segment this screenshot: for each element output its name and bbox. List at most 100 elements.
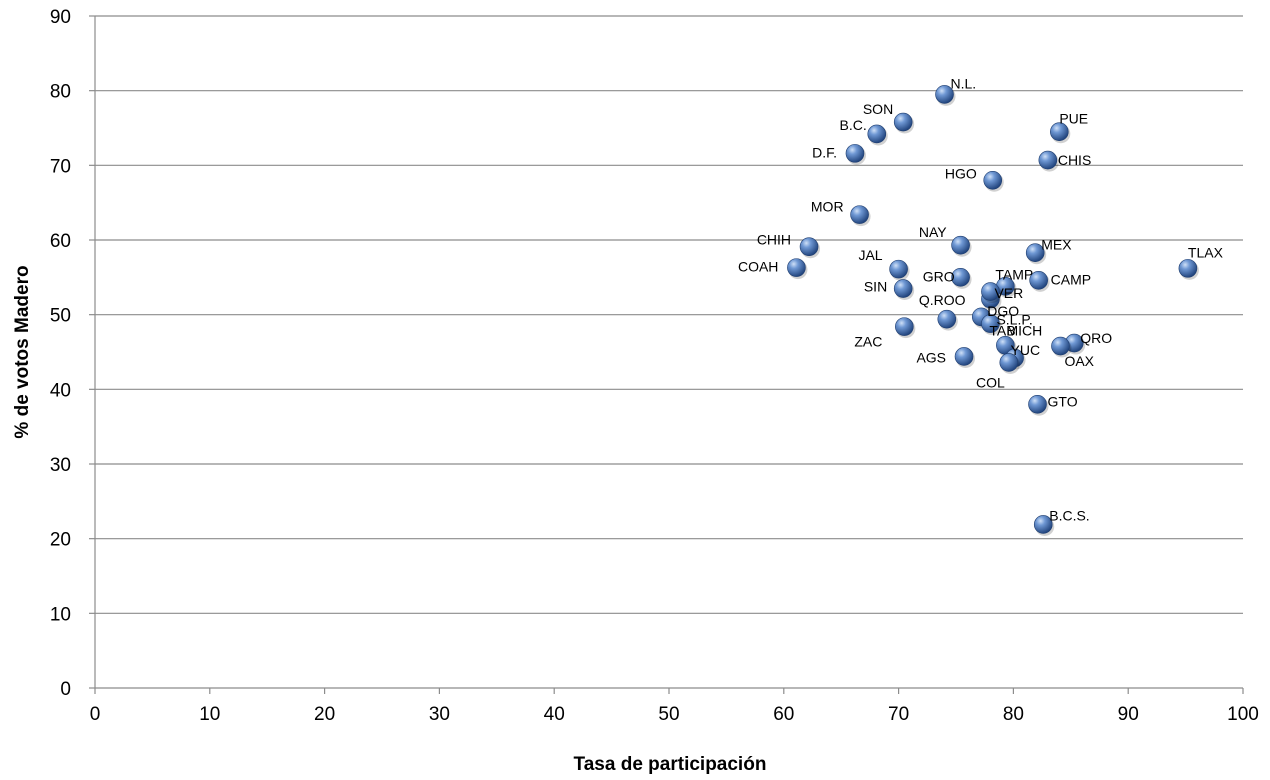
point-marker — [1025, 243, 1045, 262]
point-label-camp: CAMP — [1051, 271, 1091, 287]
data-point-coah — [787, 258, 808, 280]
gridlines — [95, 15, 1243, 614]
point-marker — [799, 237, 819, 257]
data-point-slp — [981, 282, 1002, 304]
data-point-hgo — [983, 170, 1004, 192]
x-tick-label-50: 50 — [658, 704, 679, 725]
y-tick-label-90: 90 — [50, 7, 71, 28]
data-point-gro — [951, 268, 972, 289]
point-marker — [999, 353, 1019, 372]
x-tick-label-90: 90 — [1118, 704, 1139, 725]
point-marker — [893, 279, 913, 298]
data-point-pue — [1050, 122, 1071, 144]
point-label-gto: GTO — [1048, 393, 1078, 409]
data-point-camp — [1029, 271, 1050, 292]
point-label-df: D.F. — [812, 144, 837, 160]
data-point-jal — [889, 259, 910, 281]
point-marker — [1028, 394, 1047, 414]
data-point-qro — [1064, 333, 1086, 355]
point-marker — [893, 112, 913, 132]
point-marker — [845, 144, 865, 163]
data-point-zac — [895, 317, 916, 339]
point-label-son: SON — [863, 101, 893, 117]
data-point-nl — [935, 85, 956, 106]
point-marker — [937, 309, 957, 329]
x-tick-label-40: 40 — [544, 704, 565, 725]
point-label-chih: CHIH — [757, 232, 791, 248]
point-marker — [954, 347, 974, 366]
data-point-ags — [954, 347, 976, 368]
point-marker — [935, 85, 954, 104]
point-label-coah: COAH — [738, 259, 778, 275]
point-label-bcs: B.C.S. — [1049, 507, 1089, 523]
point-marker — [1029, 271, 1048, 290]
y-tick-label-40: 40 — [50, 380, 71, 401]
x-tick-label-60: 60 — [773, 704, 794, 725]
point-label-mor: MOR — [811, 199, 844, 215]
data-point-sin — [893, 279, 915, 301]
x-axis-title: Tasa de participación — [574, 754, 767, 775]
x-tick-label-100: 100 — [1227, 704, 1259, 725]
data-point-bc — [867, 124, 888, 146]
point-label-pue: PUE — [1059, 111, 1088, 127]
x-tick-label-0: 0 — [90, 704, 101, 725]
x-tick-label-70: 70 — [888, 704, 909, 725]
data-point-nay — [951, 235, 972, 257]
point-label-ver: VER — [994, 285, 1023, 301]
point-marker — [981, 314, 1000, 333]
point-marker — [981, 282, 1000, 301]
tick-labels: 0 10 20 30 40 50 60 70 80 90 0 10 20 30 40 50 60 70 80 90 10… — [50, 7, 1259, 725]
x-tick-label-20: 20 — [314, 704, 335, 725]
y-tick-label-20: 20 — [50, 530, 71, 551]
point-marker — [867, 124, 887, 144]
point-marker — [1178, 259, 1198, 278]
data-point-oax — [1051, 336, 1072, 358]
point-label-chis: CHIS — [1058, 152, 1091, 168]
point-marker — [1050, 122, 1069, 142]
y-tick-label-80: 80 — [50, 82, 71, 103]
point-label-qroo: Q.ROO — [919, 292, 966, 308]
y-axis-title: % de votos Madero — [12, 265, 33, 438]
data-points — [787, 85, 1199, 536]
data-point-bcs — [1033, 515, 1055, 536]
y-tick-label-50: 50 — [50, 306, 71, 327]
x-tick-label-30: 30 — [429, 704, 450, 725]
data-point-mich — [981, 314, 1002, 336]
data-point-chis — [1038, 150, 1059, 172]
x-tick-label-80: 80 — [1003, 704, 1024, 725]
data-point-df — [845, 144, 866, 165]
data-point-tlax — [1178, 259, 1199, 280]
point-label-hgo: HGO — [945, 165, 977, 181]
point-marker — [951, 268, 970, 287]
point-label-gro: GRO — [923, 268, 955, 284]
point-label-slp: S.L.P. — [996, 312, 1032, 328]
point-label-nl: N.L. — [951, 75, 977, 91]
point-label-mich: MICH — [1006, 323, 1042, 339]
point-label-col: COL — [976, 374, 1005, 390]
point-marker — [850, 205, 869, 224]
point-marker — [1051, 336, 1070, 356]
point-label-yuc: YUC — [1011, 342, 1041, 358]
point-marker — [951, 235, 970, 255]
point-label-ags: AGS — [916, 349, 946, 365]
point-label-tamp: TAMP — [995, 266, 1033, 282]
point-label-tlax: TLAX — [1188, 244, 1224, 260]
point-label-bc: B.C. — [840, 117, 867, 133]
data-point-chih — [799, 237, 821, 259]
y-tick-label-70: 70 — [50, 156, 71, 177]
y-tick-label-0: 0 — [60, 679, 71, 700]
data-point-son — [893, 112, 915, 134]
point-label-mex: MEX — [1041, 237, 1072, 253]
point-label-nay: NAY — [919, 224, 947, 240]
point-marker — [787, 258, 806, 277]
y-tick-label-60: 60 — [50, 231, 71, 252]
point-label-zac: ZAC — [854, 334, 882, 350]
data-point-qroo — [937, 309, 958, 331]
y-tick-label-30: 30 — [50, 455, 71, 476]
point-marker — [983, 170, 1003, 190]
y-tick-label-10: 10 — [50, 604, 71, 625]
data-point-mor — [850, 205, 871, 227]
data-point-gto — [1028, 394, 1049, 416]
